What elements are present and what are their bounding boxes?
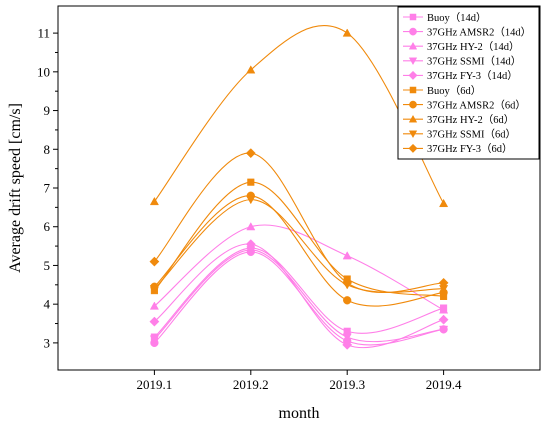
- legend-entry-label: Buoy（6d）: [427, 85, 481, 97]
- data-point: [438, 277, 449, 288]
- data-point: [149, 256, 160, 267]
- data-point: [149, 196, 159, 206]
- y-tick-label: 3: [44, 335, 51, 350]
- legend-entry-label: 37GHz AMSR2（6d）: [427, 99, 526, 111]
- series-line: [154, 243, 444, 349]
- x-tick-label: 2019.1: [137, 377, 173, 392]
- legend-entry-label: 37GHz HY-2（6d）: [427, 114, 514, 126]
- y-tick-label: 7: [44, 181, 51, 196]
- data-point: [409, 27, 417, 36]
- data-point: [439, 305, 449, 314]
- data-point: [342, 339, 353, 350]
- data-point: [343, 296, 352, 305]
- data-point: [342, 333, 352, 342]
- series-markers: [149, 28, 449, 350]
- y-tick-label: 4: [44, 297, 51, 312]
- data-point: [408, 143, 418, 153]
- data-point: [149, 335, 159, 344]
- series-line: [154, 247, 444, 338]
- x-tick-label: 2019.2: [233, 377, 269, 392]
- data-point: [245, 239, 256, 250]
- y-tick-label: 11: [37, 26, 50, 41]
- legend-entry-label: 37GHz AMSR2（14d）: [427, 26, 531, 38]
- data-point: [408, 41, 418, 50]
- data-point: [409, 86, 417, 94]
- data-point: [409, 13, 417, 21]
- legend-entry-label: 37GHz FY-3（6d）: [427, 143, 512, 155]
- data-point: [246, 222, 256, 231]
- y-tick-label: 9: [44, 103, 51, 118]
- x-tick-label: 2019.3: [329, 377, 365, 392]
- data-point: [438, 314, 449, 325]
- data-point: [408, 57, 418, 66]
- legend-entry-label: 37GHz SSMI（14d）: [427, 56, 521, 68]
- data-point: [342, 277, 353, 288]
- data-point: [342, 251, 352, 260]
- data-point: [149, 285, 159, 294]
- legend-entry-label: 37GHz SSMI（6d）: [427, 129, 516, 141]
- y-tick-label: 5: [44, 258, 51, 273]
- data-point: [246, 65, 256, 74]
- data-point: [247, 178, 255, 186]
- x-tick-label: 2019.4: [426, 377, 462, 392]
- data-point: [342, 28, 352, 37]
- y-axis-title: Average drift speed [cm/s]: [7, 103, 24, 273]
- data-point: [408, 70, 418, 80]
- axis-ticks: 3 4 5 6 7 8 9 10 11 2019.1 2019.2 2019.3 2019.4: [37, 26, 462, 392]
- series-line: [154, 251, 444, 346]
- data-point: [409, 100, 417, 109]
- series-curves: [153, 24, 445, 349]
- legend-entry-label: 37GHz FY-3（14d）: [427, 70, 518, 82]
- data-point: [246, 196, 256, 205]
- data-point: [149, 316, 160, 327]
- x-axis-title: month: [279, 405, 320, 422]
- series-line: [154, 195, 444, 307]
- data-point: [408, 130, 418, 139]
- legend: Buoy（14d） 37GHz AMSR2（14d） 37GHz HY-2（14d）…: [397, 6, 540, 160]
- data-point: [245, 148, 256, 159]
- y-tick-label: 8: [44, 142, 51, 157]
- series-line: [154, 249, 444, 343]
- data-point: [408, 114, 418, 123]
- series-line: [153, 152, 444, 293]
- data-point: [149, 301, 159, 310]
- data-point: [439, 198, 449, 208]
- legend-entry-label: 37GHz HY-2（14d）: [427, 41, 519, 53]
- series-line: [153, 181, 444, 297]
- y-tick-label: 10: [37, 64, 50, 79]
- data-point: [439, 325, 449, 334]
- legend-entry-label: Buoy（14d）: [427, 12, 487, 24]
- series-line: [154, 199, 444, 293]
- y-tick-label: 6: [44, 219, 51, 234]
